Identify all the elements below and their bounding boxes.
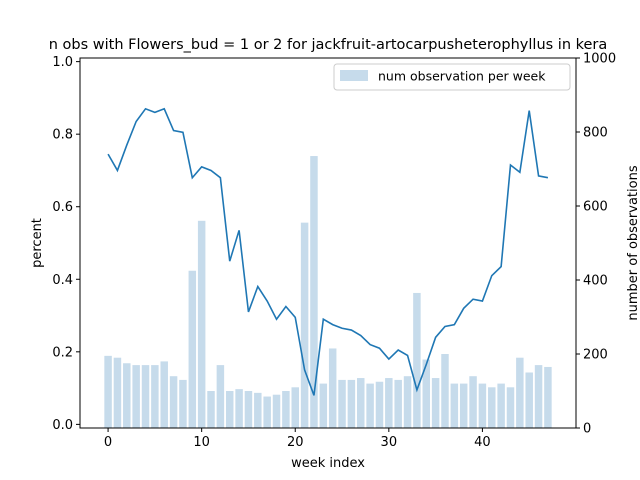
y-left-axis-title: percent (30, 218, 45, 268)
bar (244, 391, 253, 428)
y-right-axis-ticks: 0 200 400 600 800 1000 (576, 52, 616, 437)
bar (357, 378, 365, 428)
y-left-tick-label: 0.6 (52, 200, 73, 215)
bar (338, 379, 346, 428)
y-left-tick-label: 0.2 (52, 345, 73, 360)
y-left-axis-ticks: 0.0 0.2 0.4 0.6 0.8 1.0 (52, 55, 80, 433)
bar (347, 379, 356, 428)
bar (141, 365, 150, 428)
bar (469, 376, 477, 428)
bar (506, 387, 515, 428)
bar (282, 391, 290, 428)
bar (207, 391, 215, 428)
bar (179, 379, 187, 428)
bar (254, 392, 262, 428)
bar (431, 378, 440, 428)
x-axis-ticks: 0 10 20 30 40 (104, 428, 491, 450)
bar (225, 391, 234, 428)
bar-series (104, 156, 552, 429)
bar (441, 354, 449, 428)
bar (263, 396, 271, 428)
y-right-tick-label: 600 (583, 200, 608, 215)
bar (413, 292, 421, 428)
plot-frame (79, 57, 577, 429)
line-series-layer (107, 107, 549, 396)
bar (160, 361, 168, 428)
x-axis-title: week index (291, 456, 365, 471)
x-tick-label: 10 (193, 435, 210, 450)
bar (385, 378, 393, 428)
bar (488, 387, 496, 428)
bar (478, 383, 487, 428)
bar (366, 383, 374, 428)
bar (104, 355, 112, 428)
bar (113, 357, 122, 428)
bar (169, 376, 178, 428)
bar (459, 383, 468, 428)
y-right-axis-title: number of observations (626, 165, 640, 320)
bar (216, 365, 225, 428)
y-right-tick-label: 200 (583, 348, 608, 363)
bar (310, 156, 318, 429)
legend: num observation per week (333, 63, 571, 91)
bar (450, 383, 459, 428)
y-right-tick-label: 400 (583, 274, 608, 289)
chart-title: n obs with Flowers_bud = 1 or 2 for jack… (49, 37, 608, 53)
y-right-tick-label: 1000 (583, 52, 616, 67)
legend-swatch (340, 70, 368, 81)
bar (394, 379, 402, 428)
x-tick-label: 0 (104, 435, 112, 450)
legend-frame (333, 63, 571, 91)
bar (300, 222, 309, 428)
bar (497, 383, 505, 428)
bar (291, 387, 299, 428)
bar (151, 365, 159, 428)
x-tick-label: 20 (287, 435, 304, 450)
percent-line (107, 107, 549, 396)
legend-label: num observation per week (378, 69, 546, 84)
bar (235, 389, 243, 428)
bar (188, 270, 197, 428)
bar (525, 372, 533, 428)
bar (544, 366, 552, 428)
y-right-tick-label: 0 (583, 422, 591, 437)
bar (375, 381, 384, 428)
y-left-tick-label: 0.0 (52, 418, 73, 433)
x-tick-label: 40 (474, 435, 491, 450)
y-right-tick-label: 800 (583, 126, 608, 141)
bar (272, 394, 281, 428)
bar (328, 348, 337, 428)
bar (534, 365, 543, 428)
bar (516, 357, 524, 428)
y-left-tick-label: 0.4 (52, 273, 73, 288)
bar (197, 220, 206, 428)
bar (132, 365, 140, 428)
y-left-tick-label: 0.8 (52, 128, 73, 143)
bar (403, 376, 412, 428)
bar (123, 363, 131, 428)
y-left-tick-label: 1.0 (52, 55, 73, 70)
bar (422, 359, 431, 428)
bar (319, 383, 328, 428)
x-tick-label: 30 (381, 435, 398, 450)
